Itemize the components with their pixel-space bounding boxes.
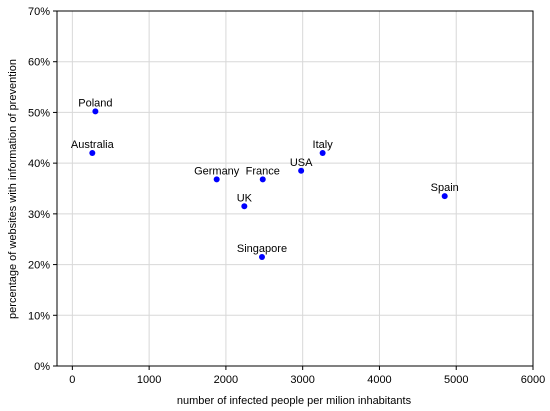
- data-point-label: France: [246, 165, 280, 177]
- data-point-marker: [89, 150, 96, 156]
- x-tick-label: 1000: [137, 374, 161, 386]
- y-tick-label: 20%: [28, 260, 50, 272]
- data-point-marker: [259, 176, 266, 183]
- grid-lines: [57, 10, 534, 367]
- data-point-label: Italy: [313, 139, 334, 151]
- x-tick-label: 4000: [367, 374, 391, 386]
- data-point-marker: [441, 193, 448, 200]
- y-tick-label: 50%: [28, 107, 50, 119]
- data-point-marker: [298, 167, 305, 174]
- y-tick-label: 40%: [28, 158, 50, 170]
- x-tick-label: 2000: [214, 374, 238, 386]
- data-point-label: Poland: [78, 97, 112, 109]
- x-tick-label: 0: [69, 374, 75, 386]
- x-axis: 0 1000 2000 3000 4000 5000 6000: [69, 366, 545, 386]
- x-tick-label: 3000: [290, 374, 314, 386]
- data-point-marker: [213, 176, 220, 183]
- y-tick-label: 10%: [28, 310, 50, 322]
- data-points: Poland Australia Germany France UK Singapore U…: [71, 97, 459, 260]
- y-tick-label: 30%: [28, 209, 50, 221]
- x-tick-label: 5000: [444, 374, 468, 386]
- y-axis: 0% 10% 20% 30% 40% 50% 60% 70%: [28, 6, 57, 373]
- y-tick-label: 0%: [34, 361, 50, 373]
- x-axis-title: number of infected people per milion inh…: [177, 395, 412, 407]
- x-tick-label: 6000: [521, 374, 545, 386]
- data-point-marker: [92, 108, 99, 115]
- data-point-marker: [258, 253, 265, 260]
- data-point-label: USA: [290, 157, 313, 169]
- data-point-label: Singapore: [237, 243, 287, 255]
- data-point-marker: [319, 150, 326, 156]
- plot-frame: [56, 10, 534, 367]
- y-axis-title: percentage of websites with information …: [7, 59, 19, 319]
- data-point-label: UK: [237, 192, 253, 204]
- data-point-label: Spain: [431, 182, 459, 194]
- data-point-label: Germany: [194, 165, 240, 177]
- y-tick-label: 70%: [28, 6, 50, 18]
- data-point-marker: [241, 203, 248, 210]
- y-tick-label: 60%: [28, 57, 50, 69]
- data-point-label: Australia: [71, 139, 115, 151]
